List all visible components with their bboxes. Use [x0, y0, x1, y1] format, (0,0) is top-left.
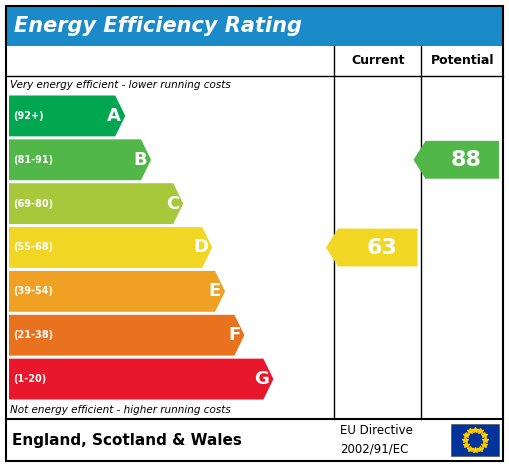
Text: B: B [133, 151, 147, 169]
Text: Current: Current [351, 55, 405, 68]
Text: G: G [254, 370, 269, 388]
Text: Potential: Potential [431, 55, 494, 68]
Text: EU Directive
2002/91/EC: EU Directive 2002/91/EC [340, 425, 413, 455]
Polygon shape [9, 95, 125, 136]
Polygon shape [326, 228, 417, 267]
Text: Very energy efficient - lower running costs: Very energy efficient - lower running co… [10, 80, 231, 90]
Polygon shape [413, 141, 499, 179]
Bar [451, 424, 499, 456]
Polygon shape [9, 359, 273, 399]
Bar [6, 46, 503, 419]
Text: Energy Efficiency Rating: Energy Efficiency Rating [14, 16, 302, 36]
Text: 88: 88 [451, 150, 482, 170]
Text: (21-38): (21-38) [13, 330, 53, 340]
Text: D: D [193, 239, 208, 256]
Text: E: E [209, 283, 221, 300]
Text: (81-91): (81-91) [13, 155, 53, 165]
Polygon shape [9, 139, 151, 180]
Text: (39-54): (39-54) [13, 286, 53, 297]
Text: 63: 63 [366, 238, 397, 257]
Text: (69-80): (69-80) [13, 198, 53, 209]
Polygon shape [9, 315, 244, 356]
Text: Not energy efficient - higher running costs: Not energy efficient - higher running co… [10, 405, 231, 415]
Polygon shape [9, 227, 212, 268]
Text: C: C [166, 195, 179, 212]
Text: (55-68): (55-68) [13, 242, 53, 253]
Text: F: F [228, 326, 240, 344]
Bar [6, 6, 503, 46]
Text: (92+): (92+) [13, 111, 44, 121]
Polygon shape [9, 183, 183, 224]
Text: England, Scotland & Wales: England, Scotland & Wales [12, 432, 242, 447]
Text: A: A [107, 107, 121, 125]
Text: (1-20): (1-20) [13, 374, 46, 384]
Polygon shape [9, 271, 225, 312]
